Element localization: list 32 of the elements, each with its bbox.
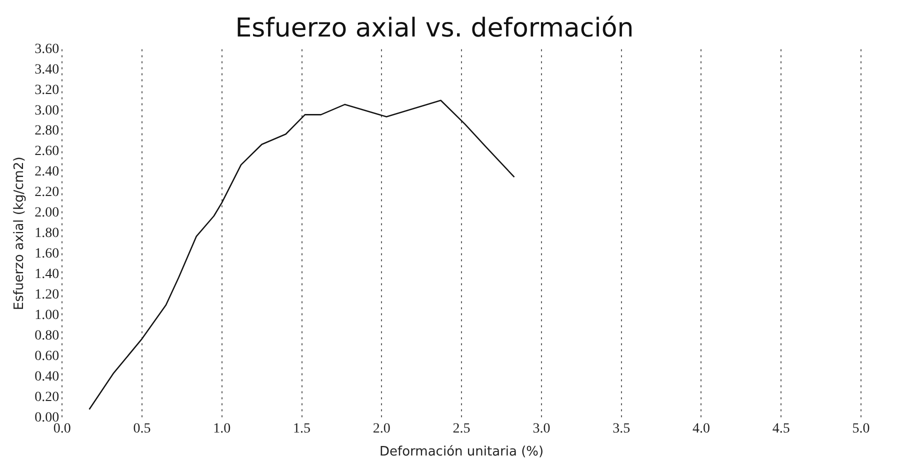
y-tick-label: 2.80 xyxy=(34,124,60,139)
y-tick-label: 1.00 xyxy=(34,308,60,323)
y-tick-label: 1.40 xyxy=(34,267,60,282)
x-tick-label: 4.0 xyxy=(692,422,710,437)
y-tick-label: 1.80 xyxy=(34,226,60,242)
x-tick-label: 0.0 xyxy=(53,422,71,437)
y-tick-label: 0.40 xyxy=(34,369,60,384)
y-tick-label: 3.60 xyxy=(34,42,60,57)
y-tick-label: 1.60 xyxy=(34,246,60,262)
y-tick-label: 3.20 xyxy=(34,82,60,98)
x-tick-label: 1.0 xyxy=(213,422,231,437)
x-tick-label: 2.0 xyxy=(372,422,390,437)
x-axis-title: Deformación unitaria (%) xyxy=(380,444,544,460)
y-tick-label: 2.00 xyxy=(34,206,60,221)
y-tick-label: 2.40 xyxy=(34,164,60,180)
x-tick-label: 3.5 xyxy=(612,422,630,437)
y-tick-label: 2.20 xyxy=(34,185,60,200)
y-tick-label: 3.40 xyxy=(34,62,60,78)
x-tick-label: 4.5 xyxy=(772,422,790,437)
x-tick-label: 2.5 xyxy=(452,422,470,437)
x-tick-label: 5.0 xyxy=(852,422,870,437)
y-tick-label: 0.20 xyxy=(34,390,60,405)
chart-title: Esfuerzo axial vs. deformación xyxy=(235,13,634,44)
y-tick-label: 0.80 xyxy=(34,328,60,344)
x-tick-label: 1.5 xyxy=(293,422,311,437)
y-tick-label: 2.60 xyxy=(34,144,60,160)
y-tick-label: 1.20 xyxy=(34,287,60,302)
y-axis-title: Esfuerzo axial (kg/cm2) xyxy=(12,156,28,310)
y-tick-label: 0.60 xyxy=(34,348,60,364)
x-tick-label: 3.0 xyxy=(532,422,550,437)
x-tick-label: 0.5 xyxy=(133,422,151,437)
y-tick-label: 3.00 xyxy=(34,103,60,118)
